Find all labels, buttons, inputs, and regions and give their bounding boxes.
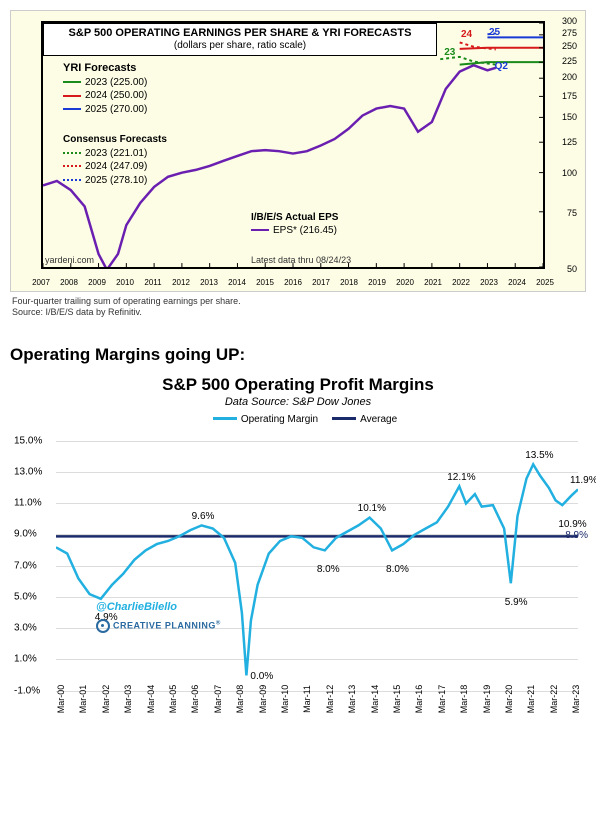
chart1-xtick: 2025	[536, 278, 554, 287]
chart1-ytick: 275	[562, 28, 577, 38]
legend-consensus-header: Consensus Forecasts	[63, 134, 167, 145]
data-annotation: 5.9%	[505, 597, 528, 608]
data-annotation: 9.6%	[192, 511, 215, 522]
chart1-xtick: 2024	[508, 278, 526, 287]
chart2-title: S&P 500 Operating Profit Margins	[10, 375, 586, 395]
legend-yri-header: YRI Forecasts	[63, 62, 136, 74]
chart1-container: S&P 500 OPERATING EARNINGS PER SHARE & Y…	[10, 10, 586, 292]
chart2-ytick: -1.0%	[14, 685, 40, 696]
legend-actual-header: I/B/E/S Actual EPS	[251, 212, 338, 223]
chart1-ytick: 225	[562, 56, 577, 66]
chart2-ytick: 9.0%	[14, 529, 37, 540]
section-heading: Operating Margins going UP:	[10, 345, 586, 365]
chart2-ytick: 11.0%	[14, 498, 42, 509]
chart1-ytick: 150	[562, 112, 577, 122]
chart1-ytick: 300	[562, 16, 577, 26]
chart1-xtick: 2017	[312, 278, 330, 287]
chart2-ytick: 1.0%	[14, 654, 37, 665]
data-annotation: 12.1%	[447, 472, 475, 483]
chart1-xtick: 2015	[256, 278, 274, 287]
chart1-ytick: 200	[562, 72, 577, 82]
legend-consensus: Consensus Forecasts 2023 (221.01)2024 (2…	[63, 133, 167, 187]
chart1-ytick: 75	[567, 208, 577, 218]
chart1-ytick: 175	[562, 91, 577, 101]
data-annotation: 13.5%	[525, 450, 553, 461]
data-annotation: 11.9%	[570, 475, 596, 486]
chart1-subtitle: (dollars per share, ratio scale)	[50, 40, 430, 52]
eps-chart: S&P 500 OPERATING EARNINGS PER SHARE & Y…	[11, 11, 585, 291]
chart1-title: S&P 500 OPERATING EARNINGS PER SHARE & Y…	[50, 27, 430, 40]
chart2-legend: Operating MarginAverage	[10, 414, 586, 425]
chart2-ytick: 15.0%	[14, 435, 42, 446]
forecast-label: Q2	[495, 61, 508, 72]
footnote-1: Four-quarter trailing sum of operating e…	[12, 296, 241, 306]
chart1-title-box: S&P 500 OPERATING EARNINGS PER SHARE & Y…	[43, 23, 437, 56]
chart1-ytick: 250	[562, 41, 577, 51]
chart2-ytick: 3.0%	[14, 623, 37, 634]
chart1-xtick: 2018	[340, 278, 358, 287]
forecast-label: 25	[489, 27, 500, 38]
chart1-xtick: 2021	[424, 278, 442, 287]
chart1-xtick: 2010	[116, 278, 134, 287]
average-label: 8.9%	[565, 530, 588, 541]
footnote-2: Source: I/B/E/S data by Refinitiv.	[12, 307, 142, 317]
chart1-ytick: 125	[562, 137, 577, 147]
data-annotation: 8.0%	[317, 564, 340, 575]
forecast-label: 23	[444, 47, 455, 58]
chart2-subtitle: Data Source: S&P Dow Jones	[10, 396, 586, 408]
chart1-xtick: 2014	[228, 278, 246, 287]
yardeni-label: yardeni.com	[45, 255, 94, 265]
chart1-xtick: 2012	[172, 278, 190, 287]
legend-actual: I/B/E/S Actual EPS EPS* (216.45)	[251, 211, 338, 237]
chart1-xtick: 2009	[88, 278, 106, 287]
chart2-xtick: Mar-23	[571, 684, 596, 713]
data-annotation: 8.0%	[386, 564, 409, 575]
chart1-xtick: 2016	[284, 278, 302, 287]
data-annotation: 10.1%	[358, 503, 386, 514]
data-annotation: 10.9%	[558, 519, 586, 530]
footnote: Four-quarter trailing sum of operating e…	[12, 296, 586, 319]
chart2-ytick: 5.0%	[14, 591, 37, 602]
chart1-xtick: 2007	[32, 278, 50, 287]
page: S&P 500 OPERATING EARNINGS PER SHARE & Y…	[0, 0, 596, 765]
chart1-xtick: 2020	[396, 278, 414, 287]
chart2-plot: 4.9%9.6%0.0%8.0%10.1%8.0%12.1%5.9%13.5%1…	[56, 441, 578, 691]
margins-chart: S&P 500 Operating Profit Margins Data So…	[10, 375, 586, 755]
legend-yri: YRI Forecasts 2023 (225.00)2024 (250.00)…	[63, 61, 147, 116]
chart1-xtick: 2013	[200, 278, 218, 287]
latest-data-label: Latest data thru 08/24/23	[251, 255, 351, 265]
chart1-xtick: 2008	[60, 278, 78, 287]
chart1-xtick: 2023	[480, 278, 498, 287]
chart2-ytick: 7.0%	[14, 560, 37, 571]
brand-icon	[96, 619, 110, 633]
chart2-ytick: 13.0%	[14, 466, 42, 477]
data-annotation: 0.0%	[250, 671, 273, 682]
handle-label: @CharlieBilello	[96, 601, 177, 613]
chart1-ytick: 50	[567, 264, 577, 274]
chart1-xtick: 2022	[452, 278, 470, 287]
chart1-xtick: 2019	[368, 278, 386, 287]
brand-label: CREATIVE PLANNING®	[96, 619, 221, 633]
chart1-xtick: 2011	[144, 278, 161, 287]
chart1-ytick: 100	[562, 168, 577, 178]
forecast-label: 24	[461, 29, 472, 40]
